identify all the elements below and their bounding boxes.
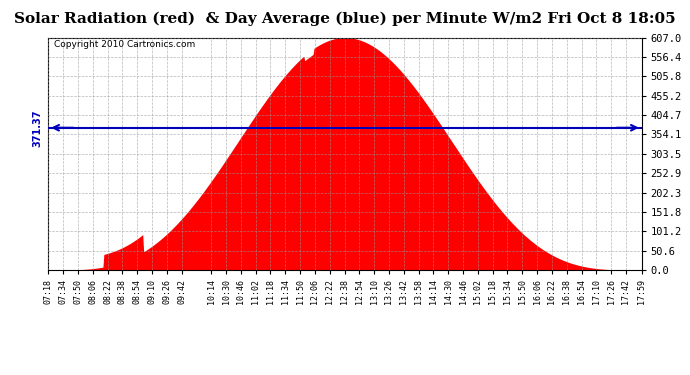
Text: 371.37: 371.37 — [32, 109, 42, 147]
Text: Copyright 2010 Cartronics.com: Copyright 2010 Cartronics.com — [55, 40, 195, 49]
Text: Solar Radiation (red)  & Day Average (blue) per Minute W/m2 Fri Oct 8 18:05: Solar Radiation (red) & Day Average (blu… — [14, 11, 676, 26]
